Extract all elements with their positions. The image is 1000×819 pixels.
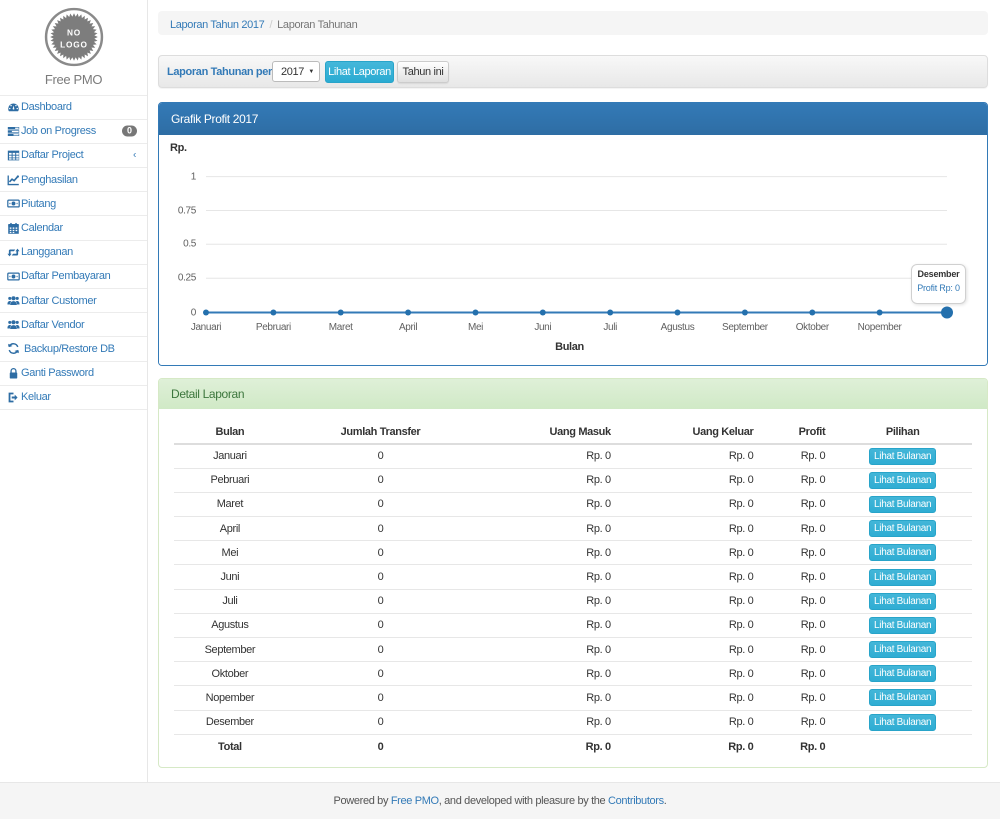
svg-text:NO: NO — [66, 28, 80, 37]
svg-text:LOGO: LOGO — [60, 40, 88, 49]
